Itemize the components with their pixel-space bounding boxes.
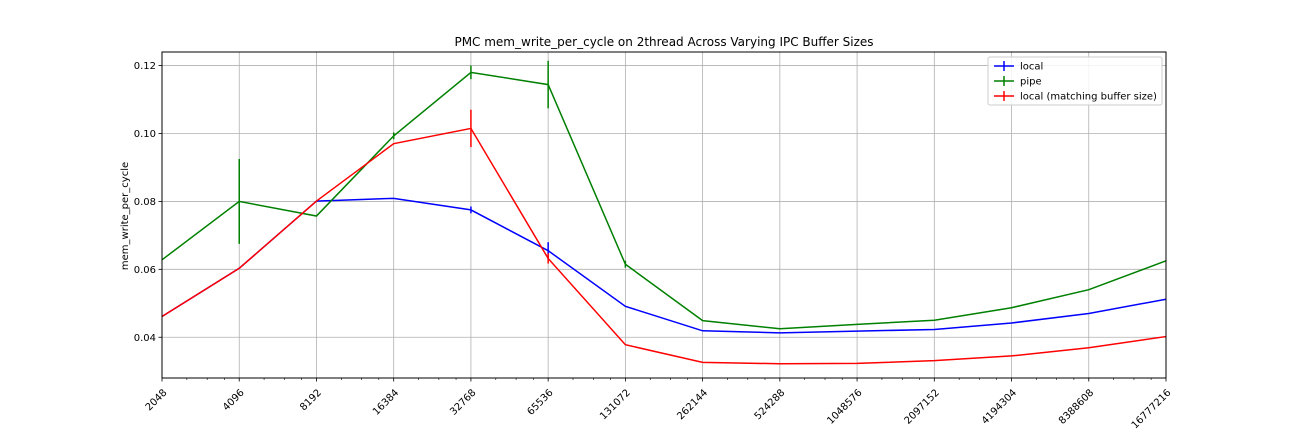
y-tick-label: 0.12 bbox=[134, 61, 156, 72]
y-axis-label: mem_write_per_cycle bbox=[120, 162, 131, 270]
x-tick-label: 4096 bbox=[221, 387, 247, 413]
series-2 bbox=[161, 109, 1167, 365]
legend-label: pipe bbox=[1020, 77, 1042, 88]
y-tick-label: 0.06 bbox=[134, 265, 156, 276]
y-tick-label: 0.08 bbox=[134, 197, 156, 208]
plot-frame bbox=[161, 51, 1167, 379]
series-1 bbox=[161, 60, 1167, 330]
legend: local pipe local (matching buffer size) bbox=[987, 56, 1163, 106]
y-tick-label: 0.10 bbox=[134, 129, 156, 140]
legend-label: local bbox=[1020, 62, 1043, 73]
series-line bbox=[161, 127, 1167, 365]
x-tick-label: 65536 bbox=[525, 387, 555, 417]
x-tick-label: 1048576 bbox=[825, 387, 864, 426]
x-axis: 2048 4096 8192 16384 32768 65536 131072 262144 5… bbox=[144, 378, 1174, 431]
x-tick-label: 2048 bbox=[144, 387, 170, 413]
x-tick-label: 16777216 bbox=[1130, 387, 1174, 431]
x-tick-label: 131072 bbox=[598, 387, 633, 422]
x-tick-label: 8388608 bbox=[1057, 387, 1096, 426]
legend-box bbox=[987, 56, 1163, 106]
y-tick-label: 0.04 bbox=[134, 333, 156, 344]
x-tick-label: 4194304 bbox=[980, 387, 1019, 426]
x-tick-label: 16384 bbox=[371, 387, 401, 417]
x-tick-label: 32768 bbox=[448, 387, 478, 417]
legend-label: local (matching buffer size) bbox=[1020, 92, 1157, 103]
series-line bbox=[161, 71, 1167, 330]
x-tick-label: 8192 bbox=[298, 387, 324, 413]
chart-title: PMC mem_write_per_cycle on 2thread Acros… bbox=[454, 35, 873, 49]
x-tick-label: 2097152 bbox=[903, 387, 942, 426]
x-tick-label: 524288 bbox=[753, 387, 788, 422]
series-0 bbox=[161, 197, 1167, 334]
series-layer bbox=[161, 60, 1167, 365]
y-axis: 0.04 0.06 0.08 0.10 0.12 bbox=[134, 61, 162, 344]
series-line bbox=[161, 197, 1167, 334]
x-tick-label: 262144 bbox=[675, 387, 710, 422]
